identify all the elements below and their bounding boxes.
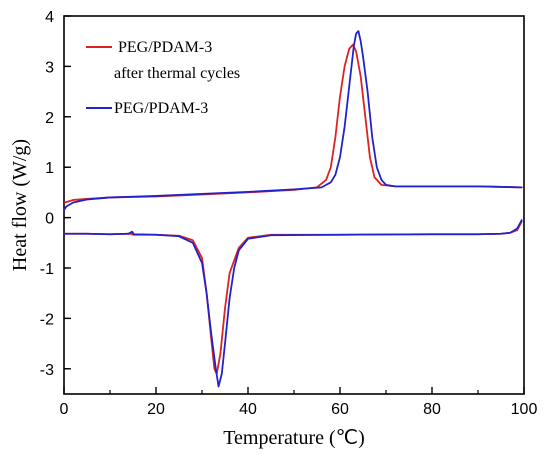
y-tick-label: -1 — [40, 261, 54, 278]
x-tick-label: 0 — [60, 401, 69, 418]
y-tick-label: 4 — [45, 9, 54, 26]
y-tick-label: -2 — [40, 311, 54, 328]
y-tick-label: 3 — [45, 59, 54, 76]
x-tick-label: 20 — [147, 401, 165, 418]
x-axis-title: Temperature (℃) — [223, 427, 365, 449]
series-layer — [63, 30, 523, 388]
series-line-blue-heating — [63, 30, 523, 211]
legend: PEG/PDAM-3 after thermal cycles PEG/PDAM… — [86, 39, 240, 117]
y-tick-label: 0 — [45, 211, 54, 228]
y-tick-label: 2 — [45, 110, 54, 127]
x-tick-label: 100 — [511, 401, 538, 418]
x-tick-label: 80 — [423, 401, 441, 418]
y-tick-label: -3 — [40, 362, 54, 379]
legend-label-red-line2: after thermal cycles — [114, 65, 240, 82]
x-tick-label: 60 — [331, 401, 349, 418]
legend-label-blue: PEG/PDAM-3 — [114, 100, 208, 117]
x-tick-label: 40 — [239, 401, 257, 418]
y-axis-title: Heat flow (W/g) — [9, 139, 31, 271]
legend-label-red: PEG/PDAM-3 — [118, 39, 212, 56]
axis-ticks: 0 20 40 60 80 100 -3 -2 -1 0 1 2 3 4 — [40, 9, 538, 418]
series-line-red-cooling — [63, 220, 523, 375]
series-line-blue-cooling — [63, 219, 523, 388]
y-tick-label: 1 — [45, 160, 54, 177]
